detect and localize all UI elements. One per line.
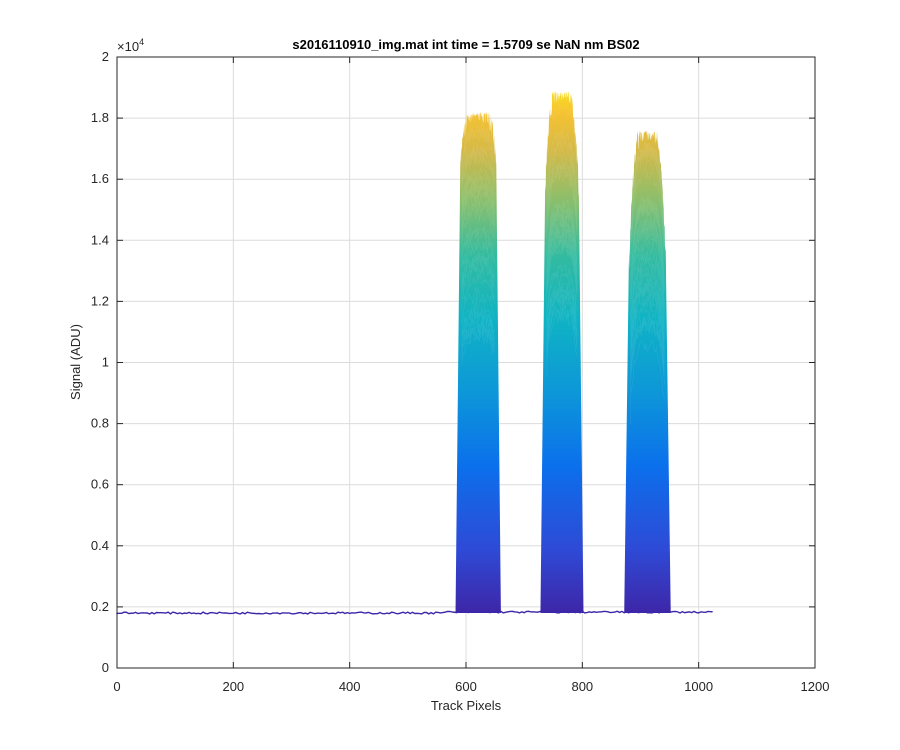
chart-title: s2016110910_img.mat int time = 1.5709 se… [292,37,639,52]
y-tick-label: 1.4 [91,232,109,247]
y-tick-label: 0.4 [91,538,109,553]
y-tick-label: 1.2 [91,293,109,308]
signal-peak-3 [624,130,671,614]
y-tick-label: 1.8 [91,110,109,125]
y-tick-label: 0.8 [91,416,109,431]
x-tick-label: 200 [222,679,244,694]
signal-peak-texture-2 [546,102,578,376]
y-tick-label: 2 [102,49,109,64]
y-exponent-power: 4 [139,37,144,47]
x-tick-label: 1200 [801,679,830,694]
signal-peak-1 [455,112,501,614]
y-tick-label: 0.2 [91,599,109,614]
signal-peak-texture-1 [461,122,495,366]
x-tick-label: 600 [455,679,477,694]
y-tick-label: 1 [102,355,109,370]
y-tick-label: 0 [102,660,109,675]
y-axis-label: Signal (ADU) [68,324,83,400]
signal-peak-texture-3 [630,141,665,425]
y-exponent-label: ×104 [117,37,144,54]
x-tick-label: 800 [571,679,593,694]
y-ticks: 0 0.2 0.4 0.6 0.8 1 1.2 1.4 1.6 1.8 2 [91,49,815,675]
x-axis-label: Track Pixels [431,698,502,713]
x-tick-label: 0 [113,679,120,694]
x-tick-label: 1000 [684,679,713,694]
x-ticks: 0 200 400 600 800 1000 1200 [113,57,829,694]
y-exponent-base: ×10 [117,39,139,54]
x-tick-label: 400 [339,679,361,694]
y-tick-label: 1.6 [91,171,109,186]
data-layer [116,90,713,615]
baseline-trace [116,610,713,615]
y-tick-label: 0.6 [91,477,109,492]
signal-peak-2 [540,90,584,614]
